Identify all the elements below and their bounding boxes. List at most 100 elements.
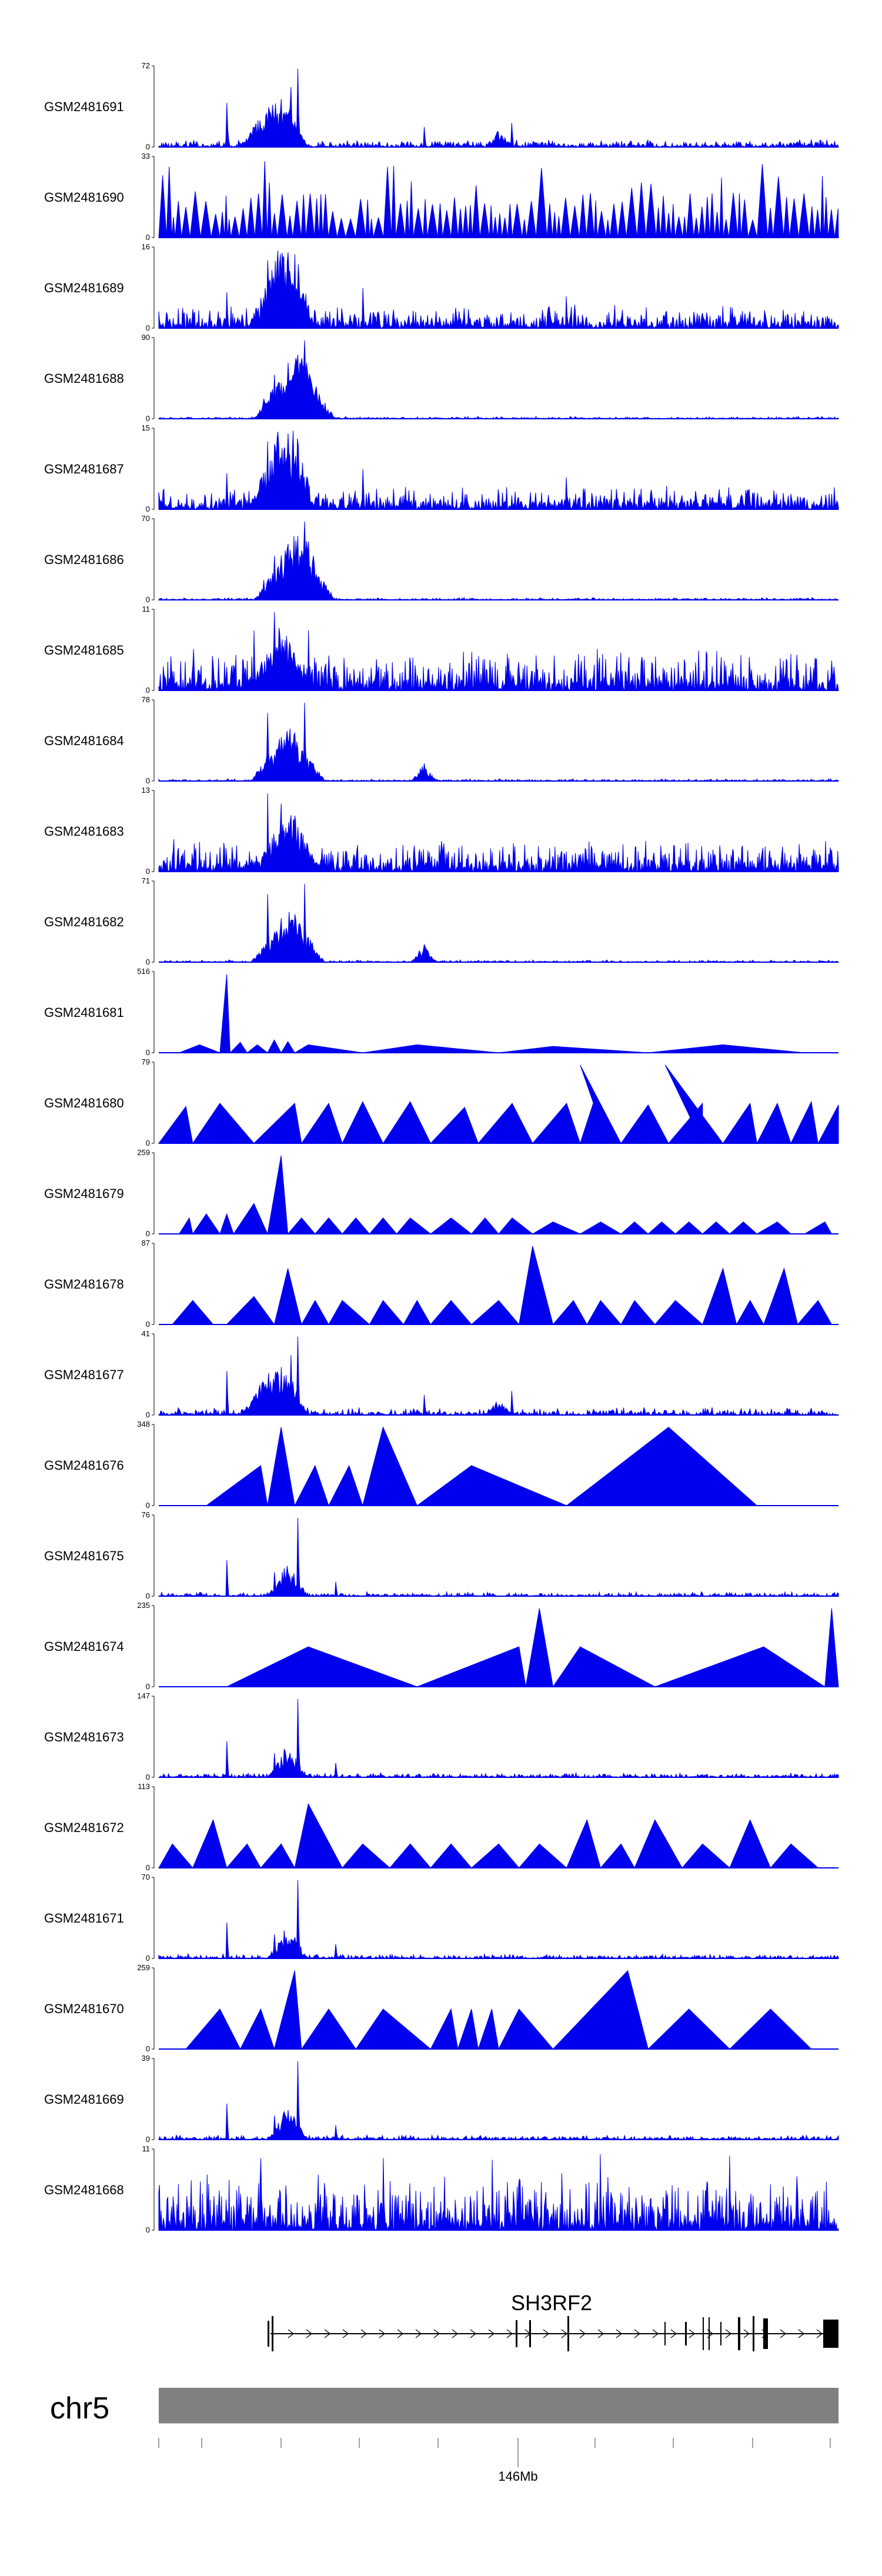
track-label: GSM2481683 — [44, 824, 124, 839]
strand-arrow — [634, 2329, 641, 2338]
y-axis-zero-label: 0 — [146, 595, 150, 604]
y-axis-zero-label: 0 — [146, 686, 150, 695]
axis-tick-label-146mb: 146Mb — [498, 2469, 537, 2484]
strand-arrow — [488, 2329, 495, 2338]
signal-area — [158, 1517, 839, 1597]
signal-area — [158, 1880, 839, 1960]
y-axis-zero-label: 0 — [146, 1320, 150, 1329]
gene-exon — [685, 2322, 687, 2345]
strand-arrow — [670, 2329, 677, 2338]
gene-exon — [516, 2320, 517, 2347]
gene-exon — [738, 2317, 740, 2350]
signal-area — [158, 2154, 839, 2231]
track-label: GSM2481673 — [44, 1730, 124, 1744]
track-label: GSM2481669 — [44, 2092, 124, 2107]
y-axis-zero-label: 0 — [146, 867, 150, 876]
track-GSM2481689: GSM2481689 16 0 — [44, 242, 839, 332]
strand-arrow — [597, 2329, 604, 2338]
signal-area — [158, 1803, 838, 1869]
genome-axis: 146Mb — [158, 2422, 838, 2484]
y-axis-max-label: 259 — [137, 1148, 150, 1157]
y-axis-max-label: 71 — [142, 876, 150, 885]
track-label: GSM2481679 — [44, 1186, 124, 1201]
track-label: GSM2481691 — [44, 99, 124, 114]
signal-area — [159, 1970, 838, 2050]
y-axis-max-label: 70 — [142, 1873, 150, 1881]
y-axis-zero-label: 0 — [146, 505, 150, 513]
track-GSM2481685: GSM2481685 11 0 — [44, 605, 839, 695]
track-label: GSM2481677 — [44, 1367, 124, 1382]
y-axis-max-label: 41 — [142, 1329, 150, 1338]
y-axis-zero-label: 0 — [146, 776, 150, 785]
y-axis-max-label: 15 — [142, 423, 150, 432]
track-label: GSM2481676 — [44, 1458, 124, 1473]
y-axis-zero-label: 0 — [146, 233, 150, 242]
gene-exon — [720, 2322, 721, 2345]
signal-area — [158, 161, 839, 238]
strand-arrow — [470, 2329, 477, 2338]
strand-arrow — [561, 2329, 568, 2338]
y-axis-zero-label: 0 — [146, 414, 150, 423]
signal-area — [159, 974, 838, 1054]
y-axis-zero-label: 0 — [146, 1229, 150, 1238]
track-label: GSM2481678 — [44, 1277, 124, 1292]
y-axis-zero-label: 0 — [146, 2225, 150, 2234]
y-axis-zero-label: 0 — [146, 1682, 150, 1691]
y-axis-max-label: 13 — [142, 786, 150, 795]
strand-arrow — [543, 2329, 550, 2338]
strand-arrow — [652, 2329, 659, 2338]
y-axis-zero-label: 0 — [146, 1410, 150, 1419]
y-axis-zero-label: 0 — [146, 1863, 150, 1872]
strand-arrow — [616, 2329, 623, 2338]
gene-exon — [272, 2316, 273, 2351]
y-axis-max-label: 87 — [142, 1239, 150, 1247]
signal-area — [158, 793, 839, 873]
strand-arrow — [780, 2329, 787, 2338]
track-GSM2481681: GSM2481681 516 0 — [44, 967, 838, 1057]
signal-area — [159, 1608, 839, 1688]
track-GSM2481671: GSM2481671 70 0 — [44, 1873, 839, 1963]
track-GSM2481687: GSM2481687 15 0 — [44, 423, 839, 513]
track-label: GSM2481671 — [44, 1911, 124, 1926]
gene-exon — [567, 2316, 569, 2351]
strand-arrow — [725, 2329, 732, 2338]
y-axis-max-label: 70 — [142, 514, 150, 523]
track-label: GSM2481674 — [44, 1639, 124, 1654]
signal-area — [159, 1426, 838, 1507]
track-GSM2481688: GSM2481688 90 0 — [44, 333, 839, 423]
signal-area — [158, 612, 839, 692]
y-axis-max-label: 259 — [137, 1963, 150, 1972]
track-label: GSM2481688 — [44, 371, 124, 386]
signal-area — [158, 521, 839, 601]
track-GSM2481673: GSM2481673 147 0 — [44, 1691, 839, 1781]
signal-area — [159, 1155, 838, 1235]
gene-exon — [709, 2317, 710, 2350]
y-axis-zero-label: 0 — [146, 2135, 150, 2144]
track-GSM2481680: GSM2481680 79 0 — [44, 1057, 839, 1147]
track-label: GSM2481682 — [44, 915, 124, 929]
track-label: GSM2481687 — [44, 462, 124, 476]
gene-name-label: SH3RF2 — [511, 2291, 592, 2315]
strand-arrow — [743, 2329, 750, 2338]
signal-area — [158, 1065, 839, 1144]
y-axis-zero-label: 0 — [146, 323, 150, 332]
signal-area — [158, 883, 840, 963]
track-GSM2481684: GSM2481684 78 0 — [44, 695, 839, 785]
track-label: GSM2481681 — [44, 1005, 124, 1020]
track-label: GSM2481670 — [44, 2001, 124, 2016]
gene-utr-block — [823, 2320, 838, 2348]
y-axis-max-label: 76 — [142, 1510, 150, 1519]
track-label: GSM2481690 — [44, 190, 124, 205]
track-GSM2481674: GSM2481674 235 0 — [44, 1601, 839, 1691]
track-GSM2481672: GSM2481672 113 0 — [44, 1782, 838, 1872]
y-axis-zero-label: 0 — [146, 1139, 150, 1147]
gene-exon — [703, 2317, 704, 2350]
strand-arrow — [452, 2329, 459, 2338]
strand-arrow — [397, 2329, 404, 2338]
strand-arrow — [324, 2329, 331, 2338]
y-axis-max-label: 90 — [142, 333, 150, 342]
y-axis-zero-label: 0 — [146, 2044, 150, 2053]
track-label: GSM2481689 — [44, 281, 124, 295]
gene-exon — [529, 2320, 531, 2347]
